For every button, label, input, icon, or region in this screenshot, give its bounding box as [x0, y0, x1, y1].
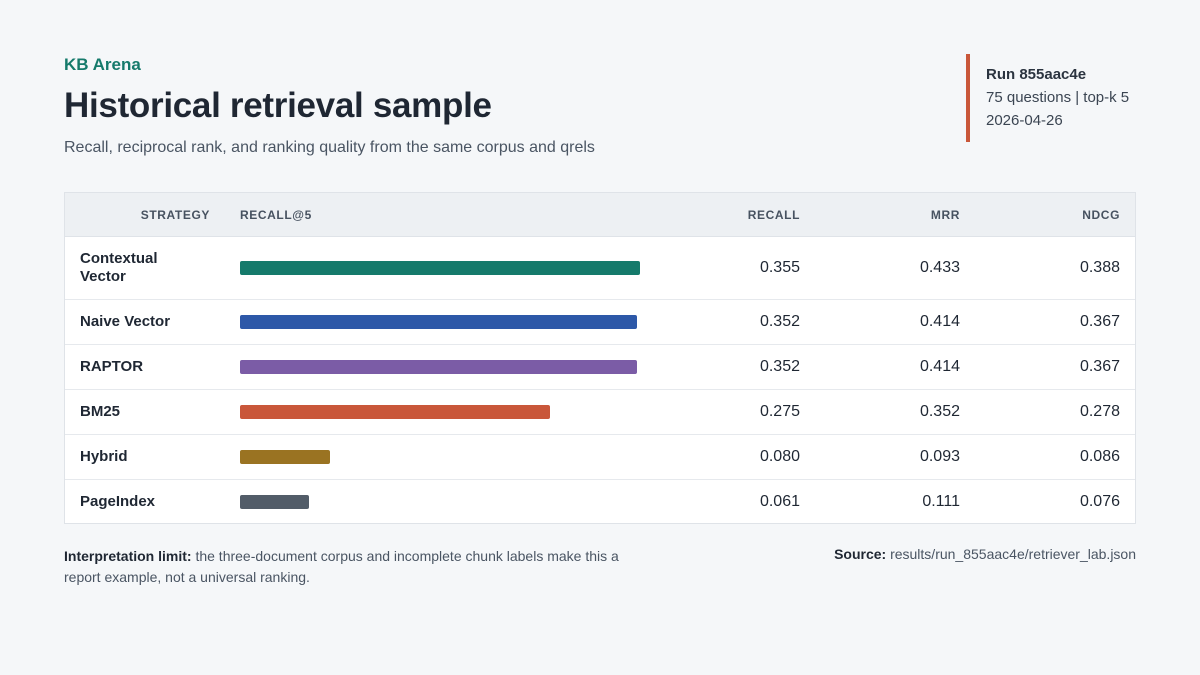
bar-track: [240, 405, 640, 419]
recall-value: 0.355: [759, 259, 800, 276]
source-note: Source: results/run_855aac4e/retriever_l…: [834, 546, 1136, 562]
bar-track: [240, 360, 640, 374]
bar-track: [240, 450, 640, 464]
recall-value: 0.275: [759, 403, 800, 420]
run-id: Run 855aac4e: [986, 66, 1087, 83]
recall-value: 0.352: [759, 358, 800, 375]
ndcg-value: 0.388: [1079, 259, 1120, 276]
header-recall: RECALL: [747, 208, 800, 222]
run-info-box: Run 855aac4e 75 questions | top-k 5 2026…: [966, 54, 1129, 142]
strategy-name: PageIndex: [80, 493, 156, 510]
mrr-value: 0.414: [919, 358, 960, 375]
source-label: Source:: [834, 546, 887, 562]
bar-track: [240, 315, 640, 329]
interpretation-label: Interpretation limit:: [64, 548, 192, 564]
mrr-value: 0.352: [919, 403, 960, 420]
mrr-value: 0.433: [919, 259, 960, 276]
interpretation-text: the three-document corpus and incomplete…: [64, 548, 619, 585]
strategy-name: Naive Vector: [80, 313, 171, 330]
table-header: STRATEGY RECALL@5 RECALL MRR NDCG: [65, 193, 1135, 237]
recall-value: 0.080: [759, 448, 800, 465]
ndcg-value: 0.367: [1079, 313, 1120, 330]
ndcg-value: 0.076: [1079, 493, 1120, 510]
table-row: Contextual Vector 0.355 0.433 0.388: [65, 236, 1135, 300]
header-recall-at-5: RECALL@5: [240, 208, 312, 222]
recall-bar: [240, 495, 309, 509]
recall-bar: [240, 360, 637, 374]
source-path: results/run_855aac4e/retriever_lab.json: [886, 546, 1136, 562]
recall-bar: [240, 315, 637, 329]
strategy-name: Contextual Vector: [80, 250, 158, 285]
ndcg-value: 0.367: [1079, 358, 1120, 375]
recall-bar: [240, 405, 550, 419]
run-meta: 75 questions | top-k 5: [986, 89, 1130, 106]
recall-bar: [240, 450, 330, 464]
header-ndcg: NDCG: [1082, 208, 1120, 222]
page-title: Historical retrieval sample: [64, 86, 492, 125]
results-table: STRATEGY RECALL@5 RECALL MRR NDCG Contex…: [64, 192, 1136, 524]
header-mrr: MRR: [930, 208, 960, 222]
page-subtitle: Recall, reciprocal rank, and ranking qua…: [64, 139, 595, 156]
recall-value: 0.352: [759, 313, 800, 330]
table-row: BM25 0.275 0.352 0.278: [65, 389, 1135, 435]
table-row: PageIndex 0.061 0.111 0.076: [65, 479, 1135, 524]
interpretation-note: Interpretation limit: the three-document…: [64, 546, 624, 588]
mrr-value: 0.111: [922, 493, 960, 510]
bar-track: [240, 261, 640, 275]
header-strategy: STRATEGY: [140, 208, 210, 222]
strategy-name: BM25: [80, 403, 121, 420]
recall-value: 0.061: [759, 493, 800, 510]
strategy-name: Hybrid: [80, 448, 128, 465]
mrr-value: 0.093: [919, 448, 960, 465]
ndcg-value: 0.278: [1079, 403, 1120, 420]
bar-track: [240, 495, 640, 509]
strategy-name: RAPTOR: [80, 358, 144, 375]
table-row: RAPTOR 0.352 0.414 0.367: [65, 344, 1135, 390]
ndcg-value: 0.086: [1079, 448, 1120, 465]
recall-bar: [240, 261, 640, 275]
brand-label: KB Arena: [64, 55, 141, 74]
table-row: Naive Vector 0.352 0.414 0.367: [65, 299, 1135, 345]
mrr-value: 0.414: [919, 313, 960, 330]
table-row: Hybrid 0.080 0.093 0.086: [65, 434, 1135, 480]
run-date: 2026-04-26: [986, 112, 1063, 129]
